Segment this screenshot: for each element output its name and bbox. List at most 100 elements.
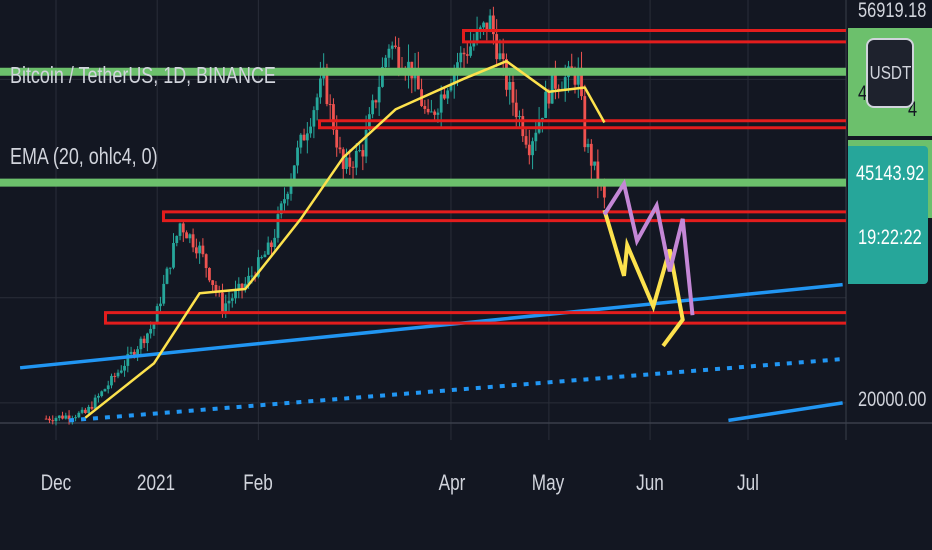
candle-body bbox=[273, 237, 277, 248]
trendline-solid-2 bbox=[728, 401, 843, 423]
candle-body bbox=[172, 242, 175, 268]
price-tag-current bbox=[848, 146, 928, 284]
candle-body bbox=[243, 283, 247, 289]
candle-body bbox=[387, 48, 391, 58]
current-price-label: 45143.92 bbox=[856, 162, 925, 185]
candle-body bbox=[371, 100, 375, 115]
candle-body bbox=[250, 275, 254, 277]
candle-body bbox=[139, 338, 143, 350]
candle-body bbox=[462, 52, 466, 55]
candle-body bbox=[129, 351, 133, 354]
candle-body bbox=[145, 333, 149, 344]
candle-body bbox=[227, 300, 231, 304]
currency-button[interactable]: USDT bbox=[866, 38, 914, 108]
candle-body bbox=[51, 420, 55, 422]
candle-body bbox=[198, 245, 202, 254]
ema-legend[interactable]: EMA (20, ohlc4, 0) bbox=[10, 143, 158, 169]
candle-body bbox=[527, 144, 531, 156]
candle-body bbox=[302, 134, 306, 141]
candle-body bbox=[397, 46, 401, 69]
candle-body bbox=[446, 90, 450, 99]
candle-body bbox=[211, 280, 215, 285]
candle-body bbox=[508, 81, 512, 90]
candle-body bbox=[126, 353, 130, 366]
candle-body bbox=[286, 193, 290, 200]
candle-body bbox=[602, 186, 606, 198]
candle-body bbox=[436, 112, 440, 115]
candle-body bbox=[449, 84, 453, 91]
candle-body bbox=[456, 62, 459, 71]
candle-body bbox=[74, 417, 77, 419]
time-label-feb: Feb bbox=[243, 470, 273, 495]
candle-body bbox=[501, 53, 505, 60]
candle-body bbox=[354, 150, 358, 168]
candle-body bbox=[576, 67, 580, 85]
bottom-bar bbox=[0, 540, 932, 550]
candle-body bbox=[100, 391, 104, 396]
symbol-legend[interactable]: Bitcoin / TetherUS, 1D, BINANCE bbox=[10, 62, 276, 88]
candle-body bbox=[423, 106, 427, 109]
level-zone-edge-0 bbox=[462, 30, 465, 42]
candle-body bbox=[318, 78, 322, 98]
candle-body bbox=[97, 395, 100, 398]
candle-body bbox=[429, 111, 433, 113]
candle-body bbox=[554, 70, 557, 89]
candle-body bbox=[351, 166, 355, 168]
price-label-bottom: 20000.00 bbox=[858, 388, 927, 411]
candle-body bbox=[106, 385, 110, 390]
candle-body bbox=[325, 67, 329, 105]
candle-body bbox=[381, 67, 384, 87]
candle-body bbox=[364, 130, 368, 157]
price-label-upper: 4 bbox=[858, 82, 868, 105]
candle-body bbox=[407, 61, 410, 74]
candle-body bbox=[279, 203, 283, 215]
level-zone-edge-3 bbox=[318, 120, 321, 128]
candle-body bbox=[175, 235, 179, 243]
candle-body bbox=[116, 372, 120, 377]
candle-body bbox=[358, 150, 361, 152]
candle-body bbox=[491, 15, 495, 35]
candle-body bbox=[518, 116, 521, 118]
candle-body bbox=[283, 199, 286, 204]
candle-body bbox=[230, 298, 234, 301]
candle-body bbox=[540, 117, 544, 121]
candle-body bbox=[191, 234, 195, 248]
time-label-jun: Jun bbox=[636, 470, 664, 495]
candle-body bbox=[394, 45, 397, 47]
projection-purple bbox=[602, 178, 695, 316]
candle-body bbox=[270, 242, 273, 248]
candle-body bbox=[260, 257, 264, 259]
level-zone-edge-8 bbox=[104, 312, 107, 324]
trendline-solid-0 bbox=[19, 282, 843, 370]
candle-body bbox=[531, 141, 534, 156]
candle-body bbox=[136, 349, 140, 356]
countdown-label: 19:22:22 bbox=[858, 226, 922, 249]
candle-body bbox=[498, 53, 502, 60]
candle-body bbox=[521, 116, 525, 137]
price-label-top: 56919.18 bbox=[848, 0, 932, 28]
candle-body bbox=[465, 54, 469, 56]
candle-body bbox=[204, 254, 208, 269]
candle-body bbox=[159, 303, 162, 307]
candle-body bbox=[433, 111, 437, 115]
candle-body bbox=[589, 143, 593, 166]
candle-body bbox=[44, 418, 48, 420]
candle-body bbox=[452, 70, 456, 85]
candle-body bbox=[234, 289, 237, 299]
candle-body bbox=[83, 409, 87, 413]
candle-body bbox=[57, 415, 61, 419]
candle-body bbox=[240, 283, 244, 289]
candle-body bbox=[80, 409, 84, 413]
candle-body bbox=[443, 94, 446, 99]
candle-body bbox=[48, 418, 51, 421]
candle-body bbox=[338, 147, 342, 150]
candle-body bbox=[495, 34, 499, 60]
candle-body bbox=[256, 257, 260, 277]
candle-body bbox=[459, 52, 463, 63]
candle-body bbox=[469, 46, 472, 56]
candle-body bbox=[296, 147, 299, 166]
candle-body bbox=[547, 91, 551, 104]
candle-body bbox=[488, 15, 492, 32]
